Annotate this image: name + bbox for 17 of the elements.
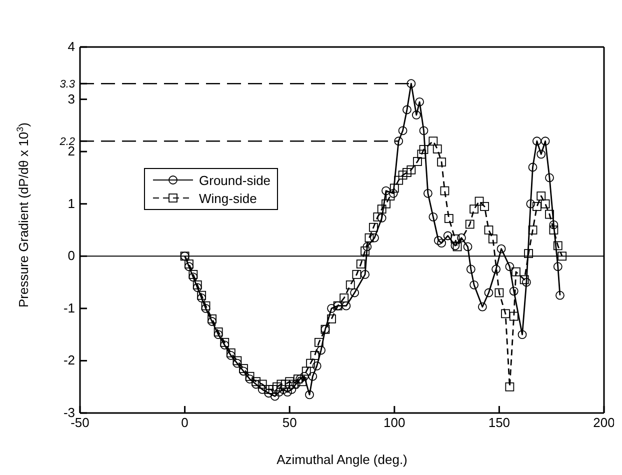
legend-label: Ground-side bbox=[199, 172, 271, 188]
y-tick-label: 1 bbox=[68, 196, 75, 211]
x-tick-label: 100 bbox=[384, 415, 406, 430]
x-tick-label: 150 bbox=[488, 415, 510, 430]
y-tick-label: -1 bbox=[63, 300, 75, 316]
y-tick-label: 3.3 bbox=[60, 78, 76, 91]
y-tick-label: 4 bbox=[68, 39, 75, 54]
x-axis-title: Azimuthal Angle (deg.) bbox=[276, 452, 408, 468]
y-tick-label: -2 bbox=[63, 352, 75, 368]
y-tick-label: -3 bbox=[63, 405, 75, 420]
y-tick-label: 2 bbox=[68, 144, 75, 159]
x-tick-label: 0 bbox=[181, 415, 188, 430]
y-tick-label: 3 bbox=[68, 91, 75, 106]
x-tick-label: 50 bbox=[282, 415, 297, 430]
y-tick-label: 0 bbox=[68, 248, 75, 264]
legend-label: Wing-side bbox=[199, 190, 257, 206]
x-tick-label: 200 bbox=[593, 415, 615, 430]
